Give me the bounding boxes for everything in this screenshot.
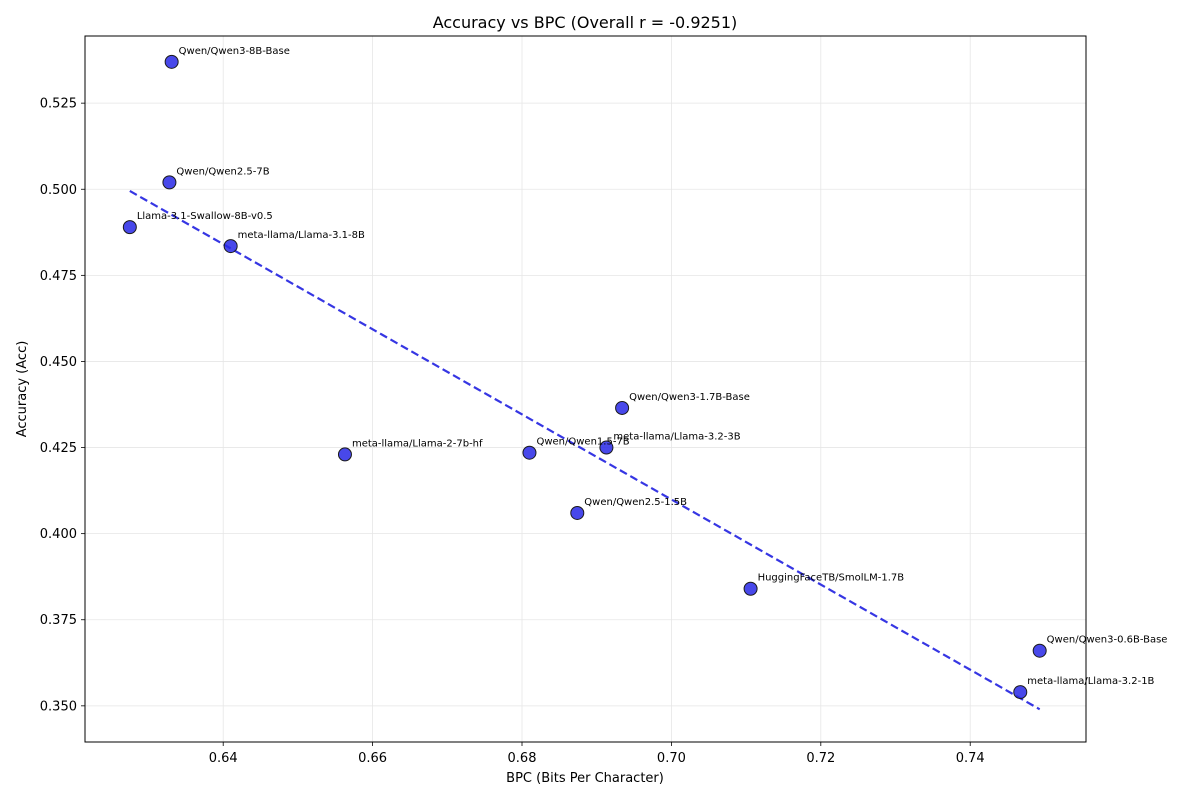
point-label: meta-llama/Llama-2-7b-hf	[352, 438, 483, 449]
data-point	[599, 440, 614, 455]
point-label: meta-llama/Llama-3.2-1B	[1027, 676, 1154, 687]
point-label: Qwen/Qwen2.5-1.5B	[584, 497, 687, 508]
tick-layer: 0.64 0.66 0.68 0.70 0.72 0.74 0.350 0.375 0.400 0…	[40, 97, 985, 766]
plot-frame	[84, 35, 1087, 743]
point-label: meta-llama/Llama-3.2-3B	[613, 432, 740, 443]
point-label: Qwen/Qwen1.5-7B	[536, 437, 629, 448]
point-label: HuggingFaceTB/SmolLM-1.7B	[758, 573, 905, 584]
data-point	[615, 400, 630, 415]
data-point	[743, 581, 758, 596]
data-point	[337, 447, 352, 462]
point-label: Qwen/Qwen3-1.7B-Base	[629, 392, 750, 403]
point-label: Qwen/Qwen3-0.6B-Base	[1047, 635, 1168, 646]
x-tick-label: 0.64	[209, 751, 238, 766]
point-label: Llama-3.1-Swallow-8B-v0.5	[137, 211, 273, 222]
grid-layer	[85, 36, 1086, 742]
trend-line	[129, 190, 1041, 711]
y-tick-label: 0.350	[40, 699, 77, 714]
x-axis-label: BPC (Bits Per Character)	[506, 771, 664, 786]
y-tick-label: 0.475	[40, 269, 77, 284]
x-tick-label: 0.70	[657, 751, 686, 766]
x-tick-label: 0.66	[358, 751, 387, 766]
y-tick-label: 0.525	[40, 97, 77, 112]
data-point	[1013, 685, 1028, 700]
x-tick-label: 0.74	[956, 751, 985, 766]
point-label-layer: Qwen/Qwen3-8B-Base Qwen/Qwen2.5-7B Llama-3…	[137, 46, 1168, 687]
y-axis-label: Accuracy (Acc)	[15, 341, 30, 438]
chart-title: Accuracy vs BPC (Overall r = -0.9251)	[433, 13, 738, 32]
point-layer	[122, 54, 1047, 700]
point-label: Qwen/Qwen3-8B-Base	[179, 46, 290, 57]
data-point	[223, 239, 238, 254]
x-tick-label: 0.68	[508, 751, 537, 766]
x-tick-label: 0.72	[806, 751, 835, 766]
data-point	[1032, 643, 1047, 658]
data-point	[122, 220, 137, 235]
y-tick-label: 0.375	[40, 613, 77, 628]
data-point	[522, 445, 537, 460]
y-tick-label: 0.500	[40, 183, 77, 198]
data-point	[164, 54, 179, 69]
data-point	[570, 505, 585, 520]
point-label: Qwen/Qwen2.5-7B	[176, 166, 269, 177]
y-tick-label: 0.400	[40, 527, 77, 542]
y-tick-label: 0.425	[40, 441, 77, 456]
point-label: meta-llama/Llama-3.1-8B	[238, 230, 365, 241]
data-point	[162, 175, 177, 190]
y-tick-label: 0.450	[40, 355, 77, 370]
trend-layer	[129, 190, 1041, 711]
